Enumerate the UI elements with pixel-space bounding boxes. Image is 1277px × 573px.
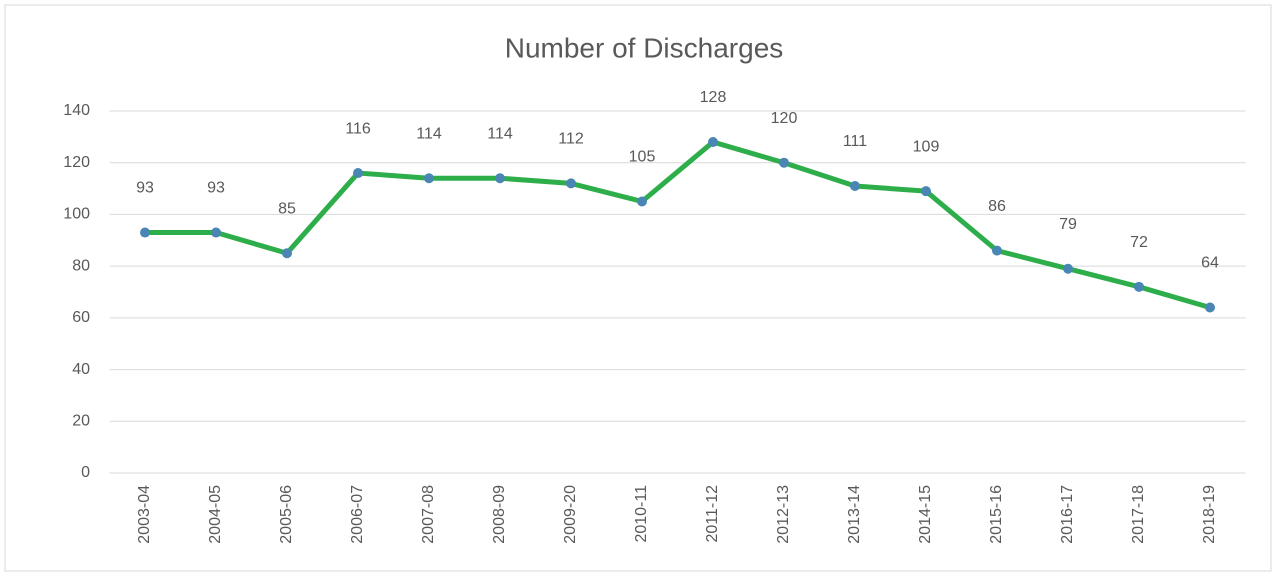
marker <box>282 248 292 259</box>
chart-title: Number of Discharges <box>505 32 784 63</box>
data-label: 72 <box>1130 234 1148 251</box>
marker <box>1205 302 1215 313</box>
data-label: 93 <box>207 180 225 197</box>
marker <box>353 168 363 179</box>
y-tick-label: 40 <box>72 361 90 378</box>
marker <box>211 227 221 238</box>
y-tick-label: 100 <box>63 206 90 223</box>
x-tick-label: 2017-18 <box>1130 485 1147 544</box>
x-tick-label: 2010-11 <box>633 485 650 543</box>
x-tick-label: 2007-08 <box>420 485 437 544</box>
data-label: 64 <box>1201 255 1219 272</box>
data-label: 112 <box>558 131 584 148</box>
x-tick-label: 2004-05 <box>207 485 224 544</box>
data-label: 116 <box>345 120 371 137</box>
x-tick-label: 2006-07 <box>349 485 366 544</box>
y-tick-label: 0 <box>81 464 90 481</box>
x-tick-label: 2015-16 <box>988 485 1005 544</box>
marker <box>566 178 576 189</box>
marker <box>708 137 718 148</box>
marker <box>140 227 150 238</box>
data-label: 93 <box>136 180 154 197</box>
marker <box>495 173 505 184</box>
y-tick-label: 120 <box>63 154 90 171</box>
data-label: 85 <box>278 200 296 217</box>
y-tick-label: 20 <box>72 413 90 430</box>
data-label: 86 <box>988 198 1006 215</box>
data-label: 114 <box>416 125 442 142</box>
marker <box>637 196 647 207</box>
marker <box>1063 263 1073 274</box>
y-tick-label: 60 <box>72 309 90 326</box>
x-tick-label: 2003-04 <box>136 485 153 544</box>
data-label: 111 <box>843 133 867 150</box>
x-tick-label: 2014-15 <box>917 485 934 544</box>
data-label: 109 <box>913 138 940 155</box>
data-label: 105 <box>629 149 656 166</box>
x-tick-label: 2018-19 <box>1201 485 1218 544</box>
marker <box>992 245 1002 256</box>
x-tick-label: 2009-20 <box>562 485 579 544</box>
x-tick-label: 2012-13 <box>775 485 792 544</box>
x-tick-label: 2008-09 <box>491 485 508 544</box>
marker <box>850 180 860 191</box>
marker <box>779 157 789 168</box>
x-tick-label: 2011-12 <box>704 485 721 543</box>
x-tick-label: 2005-06 <box>278 485 295 544</box>
marker <box>921 186 931 197</box>
line <box>145 139 1211 310</box>
y-tick-label: 140 <box>63 102 90 119</box>
data-label: 79 <box>1059 216 1077 233</box>
x-tick-label: 2016-17 <box>1059 485 1076 544</box>
x-tick-label: 2013-14 <box>846 485 863 544</box>
marker <box>1134 281 1144 292</box>
chart-border <box>4 4 1272 572</box>
data-label: 120 <box>771 110 798 127</box>
data-label: 128 <box>700 89 727 106</box>
y-tick-label: 80 <box>72 257 90 274</box>
marker <box>424 173 434 184</box>
data-label: 114 <box>487 125 513 142</box>
